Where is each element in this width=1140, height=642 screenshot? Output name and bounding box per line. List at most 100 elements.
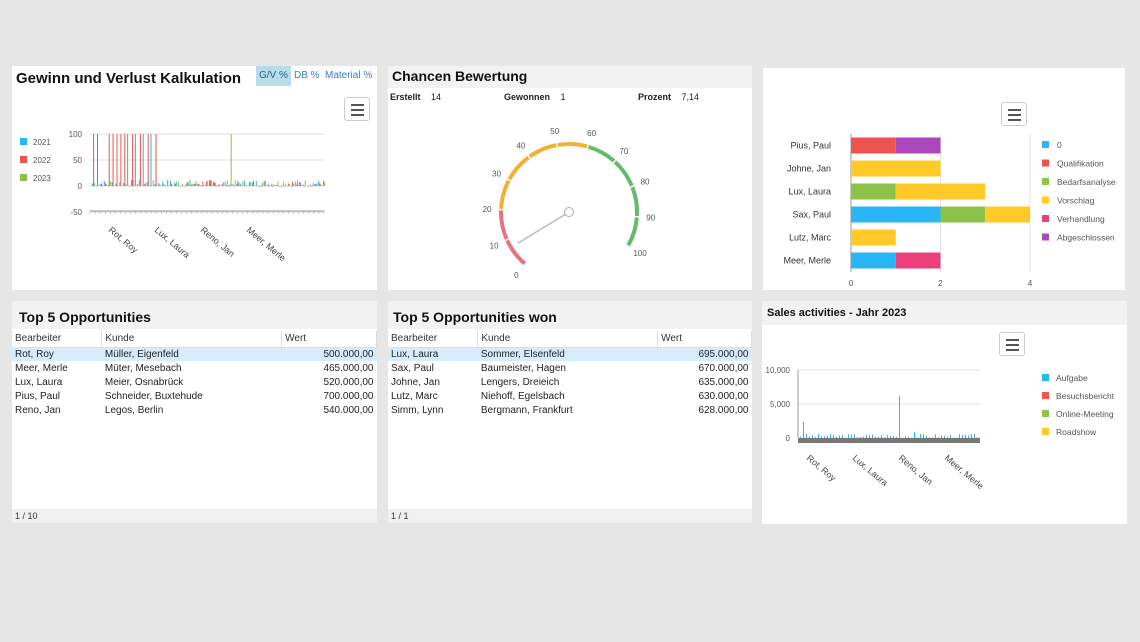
bar-2022 <box>167 180 169 186</box>
table-cell: Sommer, Elsenfeld <box>477 347 658 361</box>
bar-2022 <box>315 184 317 186</box>
xtick-4: 4 <box>1028 279 1033 288</box>
bar-2022 <box>143 183 145 186</box>
column-header[interactable]: Kunde <box>477 331 659 348</box>
table-row[interactable]: Johne, Jan Lengers, Dreieich 635.000,00 <box>388 375 752 389</box>
table-row[interactable]: Reno, Jan Legos, Berlin 540.000,00 <box>12 403 377 417</box>
table-row[interactable]: Lux, Laura Meier, Osnabrück 520.000,00 <box>12 375 377 389</box>
bar-2022 <box>260 186 262 187</box>
legend-swatch-Bedarfsanalyse <box>1042 178 1049 185</box>
gewonnen-label: Gewonnen <box>504 92 551 102</box>
table-cell: Lengers, Dreieich <box>480 376 560 388</box>
gauge-tick-label: 40 <box>516 142 525 151</box>
gauge-tick-label: 10 <box>490 241 499 250</box>
column-header[interactable]: Bearbeiter <box>12 331 103 348</box>
gauge-tick <box>625 244 631 249</box>
table-row[interactable]: Simm, Lynn Bergmann, Frankfurt 628.000,00 <box>388 403 752 417</box>
bar-segment-0 <box>851 252 896 269</box>
ytick-50: 50 <box>73 156 82 165</box>
table-row[interactable]: Rot, Roy Müller, Eigenfeld 500.000,00 <box>12 347 377 361</box>
bar-2022 <box>253 180 254 186</box>
ytick-10,000: 10,000 <box>766 366 791 375</box>
top5won-pager: 1 / 1 <box>388 509 752 523</box>
sales-menu-button[interactable] <box>999 332 1025 356</box>
bar-2022 <box>178 186 180 187</box>
bar-2021 <box>173 182 175 186</box>
tab-material[interactable]: Material % <box>325 70 373 81</box>
bar-2021 <box>322 186 324 187</box>
bar-2022 <box>229 184 231 186</box>
gauge-chart: 0 10 20 30 40 50 60 70 80 90 100 <box>483 127 656 280</box>
bar-Aufgabe <box>869 435 870 438</box>
ytick-100: 100 <box>69 130 83 139</box>
top5-header <box>12 301 377 329</box>
bar-2022 <box>186 182 188 186</box>
bar-2023 <box>199 185 201 186</box>
bar-2023 <box>211 180 213 186</box>
top5won-panel: Top 5 Opportunities won Bearbeiter Kunde W… <box>388 301 752 523</box>
bar-Aufgabe <box>899 395 900 438</box>
bar-2023 <box>285 184 287 186</box>
table-row[interactable]: Pius, Paul Schneider, Buxtehude 700.000,00 <box>12 389 377 403</box>
bar-2023 <box>222 182 224 186</box>
table-row[interactable]: Meer, Merle Müter, Mesebach 465.000,00 <box>12 361 377 375</box>
bar-2021 <box>193 183 195 186</box>
table-row[interactable]: Lutz, Marc Niehoff, Egelsbach 630.000,00 <box>388 389 752 403</box>
tab-gv[interactable]: G/V % <box>256 66 291 86</box>
bar-2021 <box>263 180 265 186</box>
bar-2022 <box>233 186 235 187</box>
erstellt-value: 14 <box>431 92 442 102</box>
bar-Aufgabe <box>905 436 906 438</box>
bar-2023 <box>168 185 170 186</box>
bar-Aufgabe <box>800 436 801 438</box>
stack-menu-button[interactable] <box>1001 102 1027 126</box>
column-header[interactable]: Kunde <box>101 331 283 348</box>
table-row[interactable]: Sax, Paul Baumeister, Hagen 670.000,00 <box>388 361 752 375</box>
bar-Aufgabe <box>851 435 852 438</box>
bar-2023 <box>94 182 96 186</box>
xtick-2: 2 <box>938 279 943 288</box>
prozent-value: 7,14 <box>681 92 700 102</box>
bar-Aufgabe <box>836 436 837 438</box>
bar-2022 <box>100 183 102 186</box>
bar-2022 <box>214 182 215 186</box>
bar-2021 <box>294 181 296 186</box>
column-header[interactable]: Wert <box>657 331 752 348</box>
bar-2022 <box>311 186 313 187</box>
bar-2022 <box>120 134 122 186</box>
column-header[interactable]: Bearbeiter <box>388 331 479 348</box>
column-header[interactable]: Wert <box>281 331 377 348</box>
bar-2023 <box>308 185 310 187</box>
bar-2023 <box>113 186 115 187</box>
legend-label-Bedarfsanalyse: Bedarfsanalyse <box>1057 177 1116 187</box>
bar-2022 <box>307 186 309 187</box>
bar-2023 <box>156 185 158 186</box>
bar-2021 <box>107 184 109 186</box>
bar-2021 <box>134 134 136 186</box>
table-row[interactable]: Lux, Laura Sommer, Elsenfeld 695.000,00 <box>388 347 752 361</box>
bar-Aufgabe <box>809 436 810 438</box>
bar-2022 <box>163 184 165 186</box>
bar-2022 <box>225 185 227 186</box>
gv-menu-button[interactable] <box>344 97 370 121</box>
table-cell: Lux, Laura <box>15 376 63 388</box>
bar-2023 <box>312 182 314 186</box>
bar-2021 <box>244 180 246 186</box>
bar-Aufgabe <box>944 435 945 438</box>
bar-2022 <box>128 185 130 187</box>
gauge-needle <box>517 211 570 244</box>
bar-2023 <box>304 180 306 186</box>
gauge-tick-label: 70 <box>619 147 628 156</box>
bar-Aufgabe <box>974 434 975 438</box>
gauge-tick <box>526 154 531 160</box>
bar-2023 <box>187 182 189 186</box>
bar-2021 <box>306 186 308 187</box>
bar-2021 <box>209 179 210 186</box>
bar-2021 <box>267 183 269 186</box>
bar-2022 <box>159 184 161 186</box>
bar-2023 <box>273 184 275 186</box>
top5-title: Top 5 Opportunities <box>19 309 151 325</box>
table-header-row: Bearbeiter Kunde Wert <box>388 331 752 348</box>
tab-db[interactable]: DB % <box>294 70 320 81</box>
bar-2023 <box>238 182 240 186</box>
